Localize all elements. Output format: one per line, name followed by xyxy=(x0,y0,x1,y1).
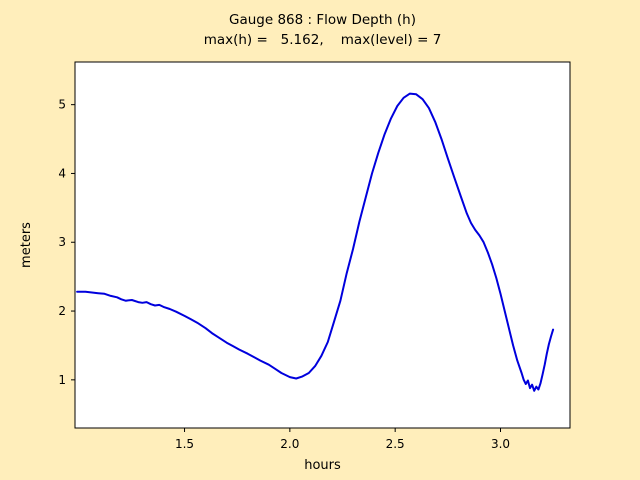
x-tick-label: 3.0 xyxy=(491,437,510,451)
x-axis-label: hours xyxy=(304,458,341,473)
chart-title: Gauge 868 : Flow Depth (h) xyxy=(229,12,416,28)
y-tick-label: 5 xyxy=(58,98,66,112)
x-tick-label: 2.0 xyxy=(280,437,299,451)
plot-box xyxy=(74,61,571,429)
y-tick-label: 4 xyxy=(58,166,66,180)
y-tick-label: 1 xyxy=(58,373,66,387)
chart-subtitle: max(h) = 5.162, max(level) = 7 xyxy=(203,31,442,48)
y-tick-label: 3 xyxy=(58,235,66,249)
flow-depth-line xyxy=(76,92,555,392)
title-block: Gauge 868 : Flow Depth (h) max(h) = 5.16… xyxy=(0,11,640,50)
x-tick-label: 2.5 xyxy=(386,437,405,451)
x-tick-label: 1.5 xyxy=(175,437,194,451)
y-tick-label: 2 xyxy=(58,304,66,318)
y-axis-label: meters xyxy=(19,222,34,268)
